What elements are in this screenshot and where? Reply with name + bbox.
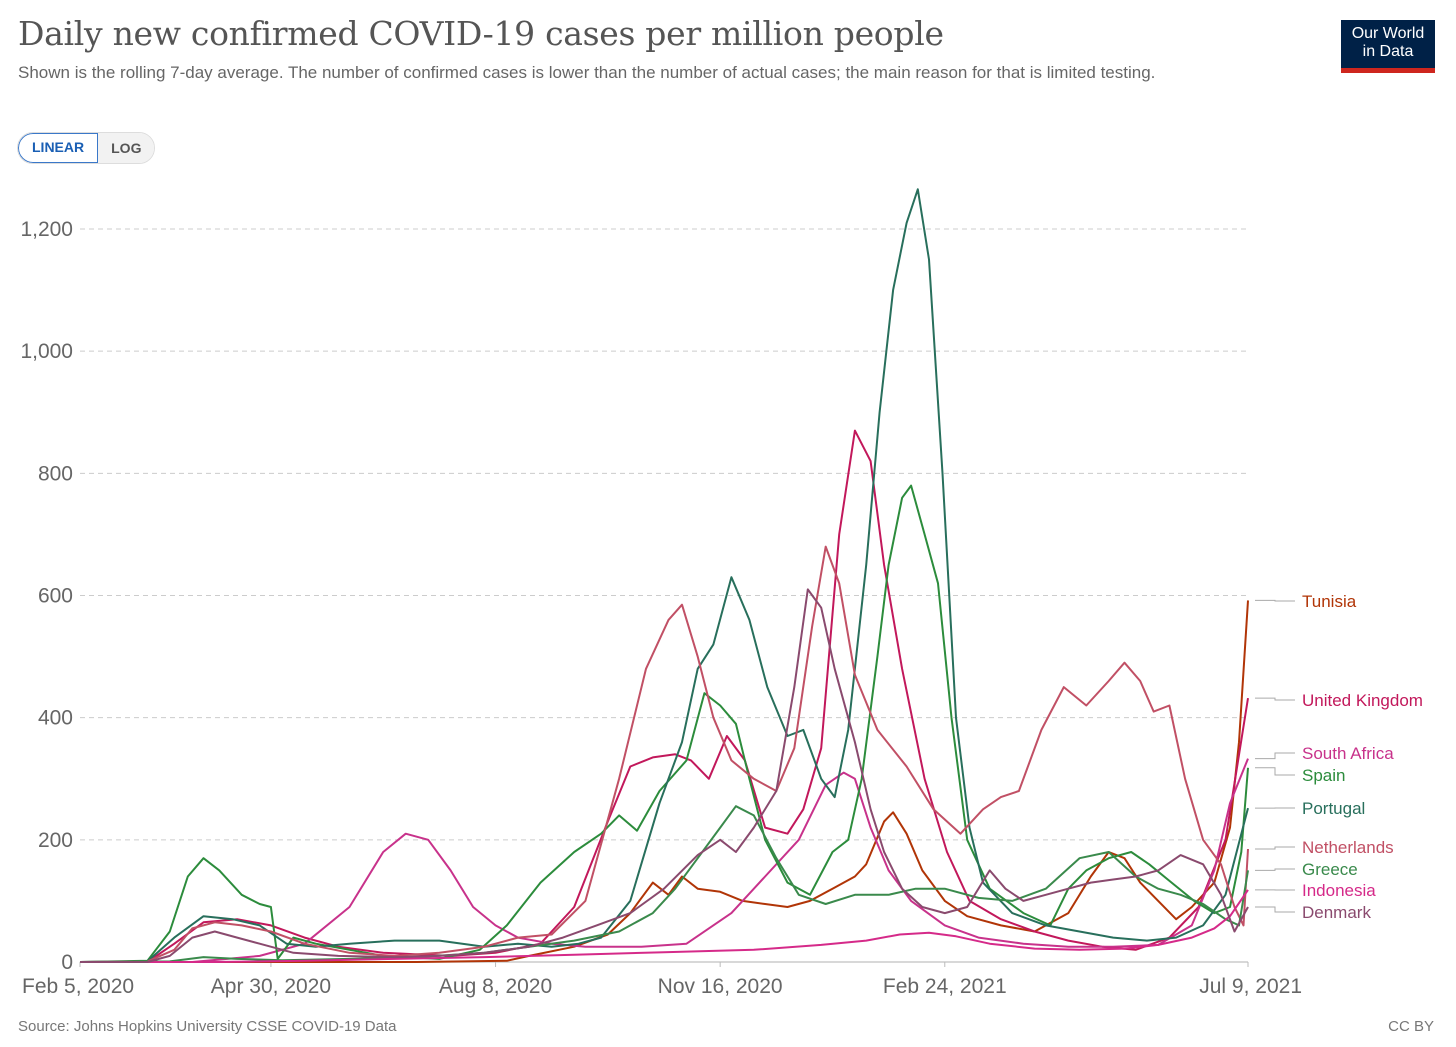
x-tick-label: Nov 16, 2020 [658, 975, 783, 998]
source-note: Source: Johns Hopkins University CSSE CO… [18, 1018, 397, 1035]
series-line-south-africa [80, 758, 1249, 963]
series-line-united-kingdom [80, 429, 1249, 963]
x-tick-label: Feb 5, 2020 [22, 975, 134, 998]
series-label-greece: Greece [1302, 860, 1358, 879]
y-tick-label: 0 [61, 951, 73, 974]
owid-logo[interactable]: Our World in Data [1341, 20, 1435, 73]
y-tick-label: 600 [38, 585, 73, 608]
series-line-netherlands [79, 545, 1249, 963]
series-label-tunisia: Tunisia [1302, 592, 1357, 611]
series-label-united-kingdom: United Kingdom [1302, 691, 1423, 710]
logo-line-1: Our World [1351, 25, 1425, 42]
series-label-south-africa: South Africa [1302, 744, 1394, 763]
series-line-denmark [80, 588, 1249, 963]
series-label-spain: Spain [1302, 766, 1345, 785]
y-tick-label: 800 [38, 462, 73, 485]
chart-title: Daily new confirmed COVID-19 cases per m… [18, 14, 944, 53]
series-line-spain [79, 484, 1249, 963]
license-link[interactable]: CC BY [1388, 1018, 1434, 1035]
linear-button[interactable]: LINEAR [18, 133, 99, 163]
x-tick-label: Apr 30, 2020 [211, 975, 331, 998]
x-tick-label: Feb 24, 2021 [883, 975, 1007, 998]
series-line-indonesia [80, 889, 1249, 963]
scale-toggle: LINEAR LOG [17, 132, 156, 164]
x-tick-label: Aug 8, 2020 [439, 975, 552, 998]
label-connector-greece [1255, 868, 1295, 871]
logo-line-2: in Data [1362, 43, 1414, 60]
label-connector-united-kingdom [1255, 697, 1295, 701]
x-tick-label: Jul 9, 2021 [1199, 975, 1302, 998]
label-connector-spain [1255, 767, 1295, 776]
series-label-netherlands: Netherlands [1302, 838, 1394, 857]
label-connector-denmark [1255, 906, 1295, 913]
series-label-indonesia: Indonesia [1302, 881, 1376, 900]
chart-subtitle: Shown is the rolling 7-day average. The … [18, 63, 1156, 82]
series-line-portugal [79, 188, 1249, 963]
series-label-denmark: Denmark [1302, 903, 1371, 922]
label-connector-south-africa [1255, 752, 1295, 760]
y-tick-label: 400 [38, 707, 73, 730]
series-line-tunisia [80, 600, 1249, 963]
y-tick-label: 1,200 [20, 218, 73, 241]
label-connector-netherlands [1255, 846, 1295, 850]
log-button[interactable]: LOG [98, 133, 155, 163]
series-label-portugal: Portugal [1302, 799, 1365, 818]
label-connector-tunisia [1255, 599, 1295, 602]
y-tick-label: 200 [38, 829, 73, 852]
logo-red-bar [1341, 68, 1435, 73]
y-tick-label: 1,000 [20, 340, 73, 363]
